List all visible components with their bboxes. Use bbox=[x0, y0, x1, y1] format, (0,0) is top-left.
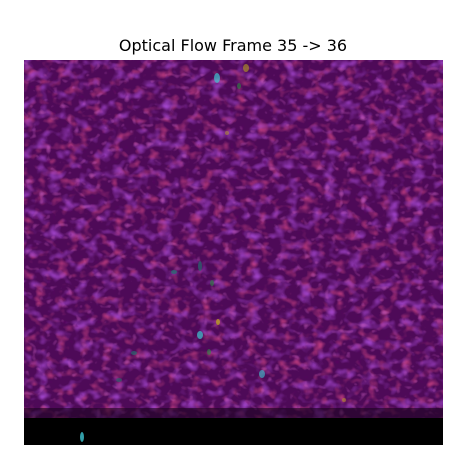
figure-title: Optical Flow Frame 35 -> 36 bbox=[118, 36, 348, 55]
flow-bottom-fade bbox=[24, 408, 443, 420]
optical-flow-image bbox=[24, 60, 443, 445]
flow-dark-noise bbox=[24, 60, 443, 445]
flow-specks bbox=[80, 64, 346, 442]
flow-bottom-band bbox=[24, 418, 443, 445]
